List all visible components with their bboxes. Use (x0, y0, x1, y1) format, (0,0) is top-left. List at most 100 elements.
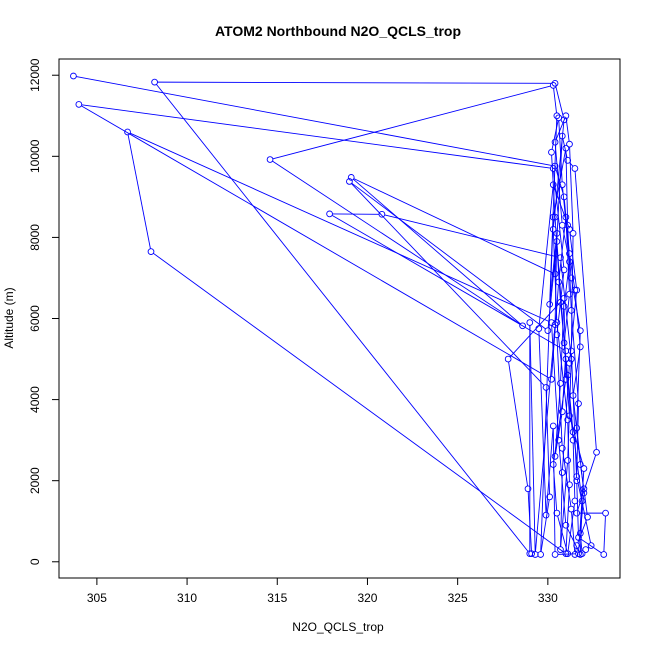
series-segment (153, 252, 564, 553)
data-point (558, 181, 566, 189)
series-segment (577, 454, 597, 511)
series-segment (156, 84, 529, 552)
data-point (567, 307, 575, 314)
series-segment (353, 178, 521, 325)
series-segment (575, 548, 577, 552)
data-point (266, 156, 274, 163)
data-point (564, 457, 572, 464)
data-point (587, 542, 595, 549)
data-point (551, 213, 559, 221)
data-point (576, 461, 584, 468)
data-point (555, 114, 563, 122)
series-segment (557, 553, 576, 555)
data-point (537, 551, 544, 558)
data-point (553, 509, 561, 517)
series-segment (563, 264, 570, 304)
data-point (551, 138, 559, 146)
series-segment (384, 214, 558, 258)
series-segment (130, 132, 549, 322)
data-point (567, 505, 575, 513)
data-point (526, 319, 534, 326)
series-segment (566, 527, 580, 553)
series-segment (540, 220, 554, 552)
series-segment (553, 187, 569, 227)
data-point (566, 225, 573, 233)
series-segment (351, 182, 546, 330)
data-point (575, 534, 582, 541)
series-segment (538, 187, 554, 326)
x-tick-label: 315 (267, 591, 287, 605)
data-point (557, 546, 564, 553)
series-segment (508, 361, 529, 486)
series-segment (554, 144, 563, 223)
data-point (562, 375, 570, 383)
data-point (582, 546, 590, 553)
data-point (564, 416, 572, 424)
series-segment (571, 280, 581, 328)
data-point (564, 157, 572, 164)
data-point (551, 270, 559, 278)
data-point (562, 213, 570, 221)
series-segment (576, 483, 579, 535)
data-point (571, 165, 579, 172)
series-segment (578, 471, 585, 551)
data-point (548, 375, 555, 383)
data-point (576, 327, 584, 335)
y-tick-label: 2000 (28, 467, 42, 494)
data-point (551, 321, 559, 328)
series-segment (555, 118, 566, 140)
data-point (566, 359, 573, 367)
series-segment (603, 516, 606, 552)
data-point (564, 221, 572, 229)
series-segment (576, 333, 581, 426)
series-segment (353, 178, 553, 274)
data-point (573, 424, 581, 432)
data-point (562, 521, 570, 529)
series-segment (572, 443, 576, 499)
series-segment (529, 325, 536, 552)
data-point (578, 550, 586, 558)
data-point (549, 213, 557, 221)
data-point (549, 422, 557, 430)
data-point (562, 144, 570, 152)
series-segment (565, 118, 570, 142)
series-segment (567, 361, 572, 458)
series-segment (553, 88, 557, 113)
data-point (504, 355, 512, 363)
data-point (553, 319, 561, 326)
data-point (575, 400, 582, 407)
series-segment (555, 414, 563, 454)
x-tick-label: 305 (87, 591, 107, 605)
series-segment (157, 81, 553, 84)
series-segment (562, 451, 572, 507)
data-point (593, 448, 600, 456)
series-segment (556, 325, 568, 418)
data-point (580, 485, 588, 493)
data-point (573, 473, 581, 480)
data-point (558, 221, 566, 229)
data-point (528, 550, 535, 558)
y-tick-label: 4000 (28, 386, 42, 413)
series-segment (557, 515, 568, 551)
series-segment (127, 134, 151, 249)
data-point (560, 339, 568, 347)
series-segment (551, 325, 559, 438)
data-point (551, 79, 559, 87)
data-point (535, 325, 543, 332)
series-segment (331, 214, 564, 350)
y-tick-label: 12000 (28, 58, 42, 92)
series-segment (272, 160, 521, 325)
data-point (560, 193, 568, 201)
x-axis-label: N2O_QCLS_trop (292, 620, 384, 634)
series-segment (351, 183, 545, 386)
data-point (548, 148, 555, 156)
series-segment (540, 499, 550, 552)
x-tick-label: 330 (538, 591, 558, 605)
data-series (70, 72, 609, 558)
data-point (549, 461, 557, 468)
data-point (544, 327, 552, 335)
data-point (566, 481, 573, 489)
data-point (573, 509, 581, 517)
data-point (566, 258, 573, 266)
y-tick-label: 6000 (28, 305, 42, 332)
